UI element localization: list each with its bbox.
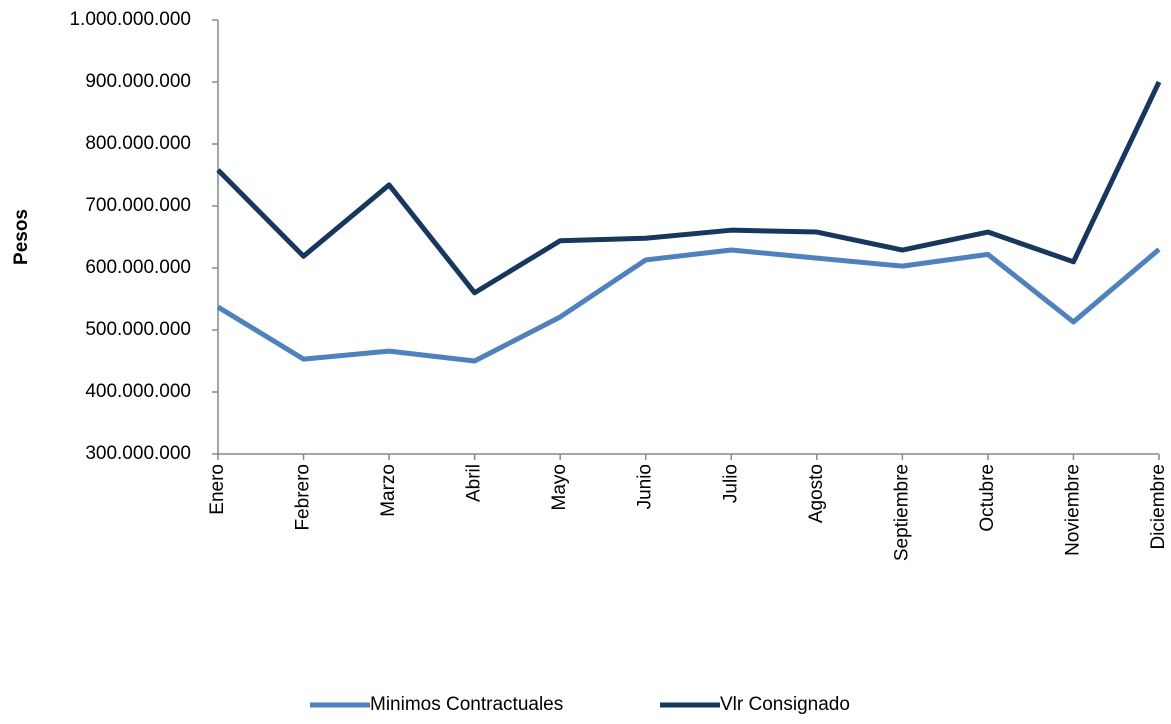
x-tick-label: Noviembre: [1062, 464, 1083, 556]
x-tick-label: Enero: [207, 464, 228, 515]
x-tick-label: Marzo: [378, 464, 399, 517]
y-tick-label: 1.000.000.000: [69, 9, 191, 30]
y-tick-label: 700.000.000: [85, 195, 191, 216]
x-tick-label: Octubre: [977, 464, 998, 532]
series-line: [216, 80, 1162, 296]
y-tick-label: 900.000.000: [85, 71, 191, 92]
x-tick-label: Mayo: [549, 464, 570, 510]
x-tick-label: Abril: [464, 464, 485, 502]
x-tick-label: Agosto: [806, 464, 827, 523]
y-tick-label: 800.000.000: [85, 133, 191, 154]
y-tick-label: 400.000.000: [85, 381, 191, 402]
x-tick-label: Febrero: [293, 464, 314, 531]
y-axis-label: Pesos: [11, 209, 32, 265]
x-tick-label: Julio: [720, 464, 741, 503]
series-line: [216, 247, 1161, 364]
x-tick-label: Junio: [635, 464, 656, 509]
x-tick-label: Diciembre: [1148, 464, 1169, 550]
legend-label: Minimos Contractuales: [370, 694, 563, 715]
x-tick-label: Septiembre: [891, 464, 912, 561]
y-tick-label: 300.000.000: [85, 443, 191, 464]
y-tick-label: 500.000.000: [85, 319, 191, 340]
legend-label: Vlr Consignado: [720, 694, 850, 715]
y-tick-label: 600.000.000: [85, 257, 191, 278]
